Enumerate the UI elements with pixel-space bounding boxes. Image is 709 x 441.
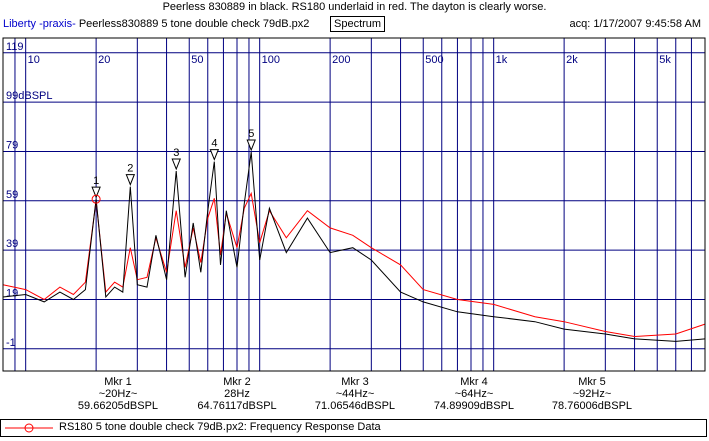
x-tick-label: 100 xyxy=(262,54,280,66)
plot-frame xyxy=(2,37,706,372)
marker-readout-column: Mkr 4 ~64Hz~ 74.89909dBSPL xyxy=(414,376,534,412)
marker-freq: ~44Hz~ xyxy=(335,388,375,400)
marker-number: 2 xyxy=(127,163,133,175)
marker-level: 71.06546dBSPL xyxy=(314,400,396,412)
marker-triangle xyxy=(125,174,136,186)
marker-number: 4 xyxy=(211,138,217,150)
marker-name: Mkr 5 xyxy=(578,376,606,388)
y-tick-label: 119 xyxy=(6,41,24,53)
marker-readout-column: Mkr 3 ~44Hz~ 71.06546dBSPL xyxy=(295,376,415,412)
peerless-response-line xyxy=(2,152,706,342)
marker-level: 64.76117dBSPL xyxy=(197,400,277,412)
y-tick-label: -1 xyxy=(6,337,16,349)
marker-number: 5 xyxy=(248,128,254,140)
marker-triangle xyxy=(209,149,220,161)
marker-triangle xyxy=(91,186,101,199)
marker-freq: ~92Hz~ xyxy=(572,388,612,400)
y-tick-label: 99dBSPL xyxy=(6,90,52,102)
y-tick-labels: -1 19 39 59 79 99dBSPL 119 xyxy=(6,41,52,349)
marker-number: 1 xyxy=(93,175,99,187)
marker-readout-column: Mkr 1 ~20Hz~ 59.66205dBSPL xyxy=(58,376,178,412)
x-tick-label: 200 xyxy=(332,54,350,66)
x-tick-label: 500 xyxy=(425,54,443,66)
marker-triangle xyxy=(171,158,181,171)
marker-level: 59.66205dBSPL xyxy=(77,400,159,412)
x-tick-label: 10 xyxy=(28,54,40,66)
marker-name: Mkr 3 xyxy=(341,376,369,388)
marker-freq: ~64Hz~ xyxy=(454,388,494,400)
rs180-response-line xyxy=(2,191,706,338)
legend-label: RS180 5 tone double check 79dB.px2: Freq… xyxy=(59,421,381,433)
marker-number: 3 xyxy=(173,147,179,159)
peak-markers: 1 2 3 4 5 xyxy=(91,128,256,204)
app-name: Liberty -praxis- xyxy=(3,18,76,30)
underlay-marker-circle xyxy=(91,194,101,204)
spectrum-button[interactable]: Spectrum xyxy=(330,16,386,32)
marker-name: Mkr 4 xyxy=(460,376,488,388)
marker-freq: 28Hz xyxy=(224,388,250,400)
legend-swatch xyxy=(5,423,53,433)
file-name: Peerless830889 5 tone double check 79dB.… xyxy=(78,18,310,30)
y-tick-label: 59 xyxy=(6,189,18,201)
x-tick-label: 2k xyxy=(566,54,578,66)
marker-readout-column: Mkr 5 ~92Hz~ 78.76006dBSPL xyxy=(532,376,652,412)
chart-title: Peerless 830889 in black. RS180 underlai… xyxy=(162,1,547,13)
y-tick-label: 19 xyxy=(6,287,18,299)
legend: RS180 5 tone double check 79dB.px2: Freq… xyxy=(0,419,707,437)
marker-triangle xyxy=(246,139,256,152)
marker-freq: ~20Hz~ xyxy=(98,388,138,400)
grid-lines xyxy=(2,38,706,371)
x-tick-labels: 10 20 50 100 200 500 1k 2k 5k xyxy=(28,54,672,66)
marker-level: 74.89909dBSPL xyxy=(433,400,515,412)
x-tick-label: 1k xyxy=(496,54,508,66)
marker-readout-column: Mkr 2 28Hz 64.76117dBSPL xyxy=(177,376,297,412)
x-tick-label: 5k xyxy=(659,54,671,66)
y-tick-label: 79 xyxy=(6,139,18,151)
header-file-info: Liberty -praxis- Peerless830889 5 tone d… xyxy=(3,18,309,30)
x-tick-label: 50 xyxy=(191,54,203,66)
marker-name: Mkr 1 xyxy=(104,376,132,388)
y-tick-label: 39 xyxy=(6,238,18,250)
marker-level: 78.76006dBSPL xyxy=(551,400,633,412)
marker-name: Mkr 2 xyxy=(223,376,251,388)
series-lines xyxy=(2,152,706,342)
x-tick-label: 20 xyxy=(98,54,110,66)
acquisition-timestamp: acq: 1/17/2007 9:45:58 AM xyxy=(569,18,702,30)
